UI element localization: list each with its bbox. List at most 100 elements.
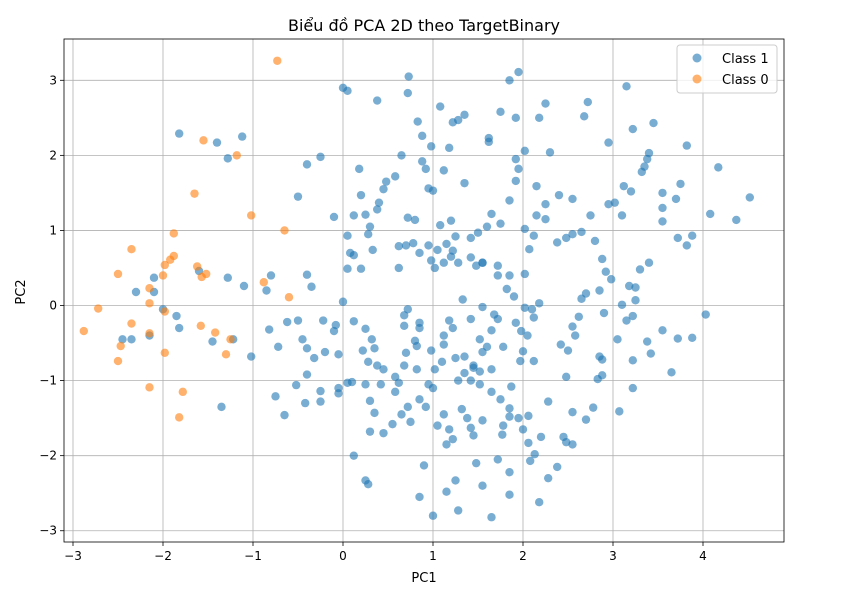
data-point: [562, 233, 571, 243]
data-point: [544, 397, 553, 406]
data-point: [523, 331, 532, 340]
data-point: [262, 286, 271, 295]
data-point: [131, 287, 141, 297]
data-point: [460, 368, 469, 378]
data-point: [520, 303, 529, 312]
data-point: [475, 367, 484, 376]
data-point: [334, 389, 343, 398]
data-point: [622, 316, 631, 325]
data-point: [631, 296, 640, 305]
data-point: [127, 245, 136, 254]
data-point: [430, 263, 439, 273]
data-point: [460, 352, 469, 361]
data-point: [400, 321, 409, 330]
data-point: [604, 199, 613, 209]
data-point: [365, 427, 375, 436]
data-point: [292, 380, 301, 390]
data-point: [532, 181, 541, 191]
data-point: [208, 337, 217, 346]
data-point: [410, 215, 420, 225]
data-point: [518, 425, 528, 434]
data-point: [370, 344, 379, 353]
axis-ticks: −3 −2 −1 0 1 2 3 4 −3 −2 −1 0 1 2 3: [39, 73, 707, 563]
data-point: [574, 312, 583, 321]
data-point: [172, 311, 181, 321]
x-tick-label: 4: [699, 549, 707, 563]
data-point: [427, 142, 436, 151]
data-point: [368, 245, 377, 255]
data-point: [643, 337, 652, 346]
data-point: [394, 263, 403, 273]
data-point: [355, 164, 364, 174]
data-point: [293, 316, 303, 325]
data-point: [644, 258, 654, 267]
data-point: [673, 334, 682, 343]
data-point: [484, 133, 493, 143]
data-point: [589, 403, 598, 412]
data-point: [535, 113, 544, 123]
data-point: [221, 350, 231, 359]
data-point: [302, 160, 312, 169]
data-point: [529, 313, 538, 322]
data-point: [307, 282, 316, 291]
data-point: [448, 246, 457, 255]
data-point: [516, 356, 525, 366]
data-point: [448, 323, 457, 333]
data-point: [175, 323, 184, 333]
data-point: [581, 415, 591, 424]
x-tick-label: −2: [154, 549, 172, 563]
data-point: [586, 211, 595, 220]
x-axis-label: PC1: [411, 571, 436, 586]
data-point: [403, 305, 412, 314]
data-point: [520, 146, 529, 156]
x-tick-label: 3: [609, 549, 617, 563]
data-point: [316, 152, 325, 162]
data-point: [379, 428, 388, 438]
data-point: [475, 335, 484, 344]
data-point: [271, 392, 280, 401]
data-point: [190, 189, 199, 198]
data-point: [545, 148, 555, 157]
x-tick-label: 2: [519, 549, 527, 563]
data-point: [427, 256, 436, 265]
data-point: [745, 193, 754, 202]
data-point: [617, 300, 627, 309]
y-tick-label: 3: [49, 73, 57, 87]
data-point: [349, 451, 358, 460]
data-point: [403, 402, 412, 412]
data-point: [568, 194, 577, 204]
data-point: [424, 184, 433, 193]
data-point: [568, 440, 577, 449]
data-point: [394, 242, 403, 251]
data-point: [376, 380, 385, 389]
y-tick-label: −3: [39, 524, 57, 538]
plot-area-frame: [63, 38, 785, 543]
data-point: [714, 163, 723, 172]
data-point: [239, 281, 249, 291]
data-point: [175, 413, 184, 422]
data-point: [511, 113, 520, 123]
data-point: [490, 310, 499, 319]
data-point: [598, 254, 607, 264]
data-point: [667, 368, 676, 377]
data-point: [511, 318, 520, 327]
data-point: [247, 211, 256, 220]
data-point: [482, 342, 492, 352]
legend-box: [676, 44, 778, 94]
data-point: [421, 164, 430, 174]
data-point: [446, 216, 456, 225]
data-point: [473, 228, 483, 237]
data-point: [732, 215, 741, 225]
data-point: [649, 118, 658, 128]
data-point: [562, 437, 571, 447]
data-point: [541, 99, 550, 108]
data-point: [439, 166, 448, 175]
x-tick-label: −1: [244, 549, 262, 563]
data-point: [401, 348, 411, 358]
data-point: [394, 378, 403, 388]
data-point: [568, 407, 577, 417]
data-point: [343, 378, 352, 388]
data-point: [361, 324, 370, 333]
data-point: [514, 67, 523, 77]
data-point: [688, 231, 697, 240]
